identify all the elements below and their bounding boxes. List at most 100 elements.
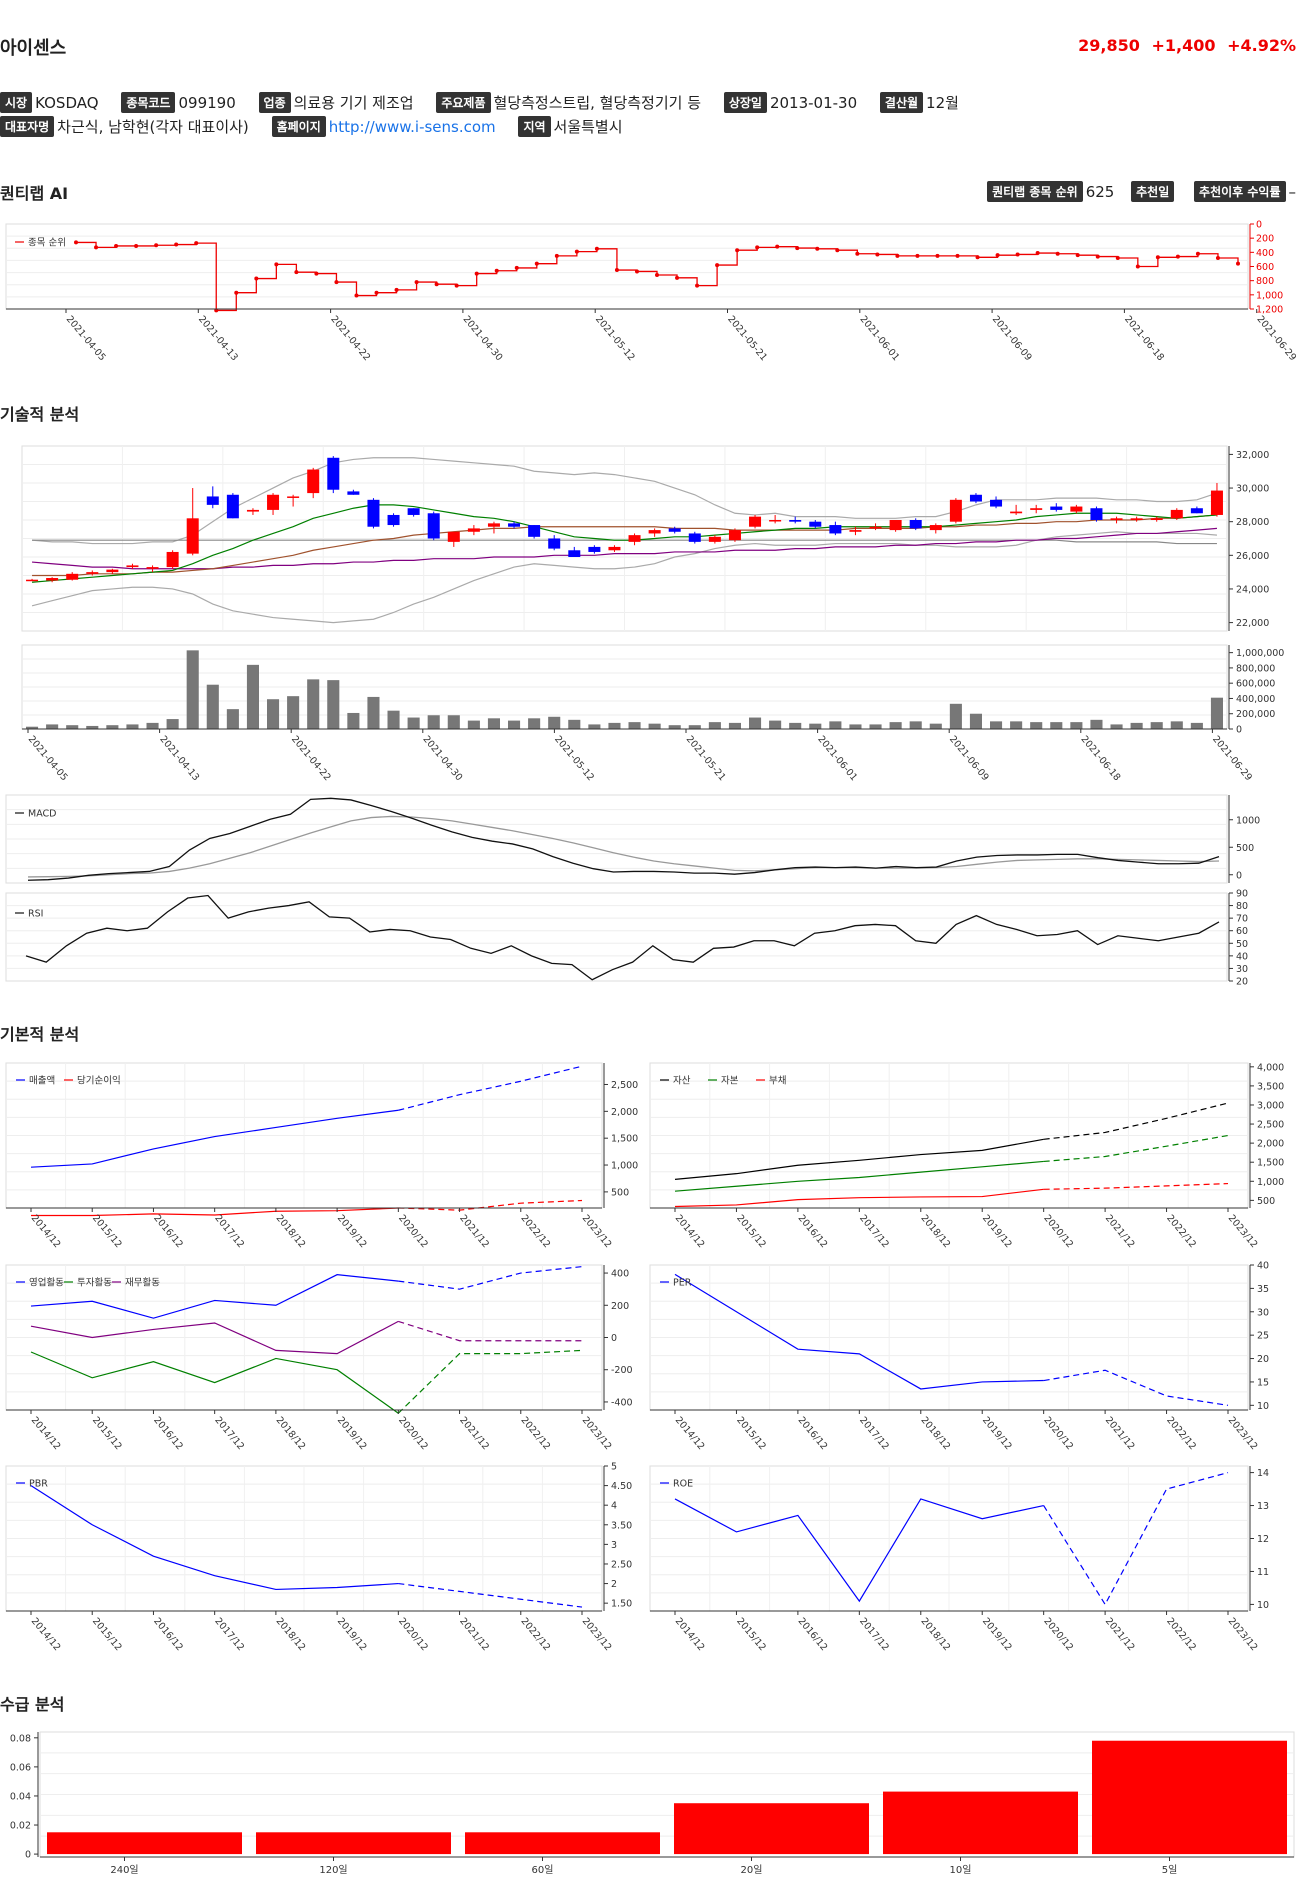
pbr-ytick-label: 2 xyxy=(611,1579,617,1590)
assets-ytick-label: 500 xyxy=(1257,1196,1275,1207)
roe-series-forecast xyxy=(1043,1472,1229,1606)
pbr-series-forecast xyxy=(398,1582,583,1608)
section-supply-title: 수급 분석 xyxy=(0,1695,65,1714)
roe-frame xyxy=(649,1465,1249,1612)
cashflow-legend-label: 재무활동 xyxy=(125,1277,160,1289)
roe-series-line xyxy=(674,1498,1044,1603)
price-candle xyxy=(608,546,621,551)
rank-legend-label: 종목 순위 xyxy=(28,237,66,249)
sales-legend-label: 당기순이익 xyxy=(77,1075,121,1087)
assets-xtick-label: 2023/12 xyxy=(1226,1213,1260,1250)
per-xtick-label: 2015/12 xyxy=(734,1415,768,1452)
volume-xtick-label: 2021-04-22 xyxy=(289,734,333,783)
assets-series-line xyxy=(674,1188,1044,1208)
per-ytick-label: 20 xyxy=(1257,1354,1269,1365)
rank-point xyxy=(354,293,359,298)
supply-ytick-label: 0.06 xyxy=(10,1762,31,1773)
pbr-ytick-label: 2.50 xyxy=(611,1559,632,1570)
homepage-link[interactable]: http://www.i-sens.com xyxy=(328,118,496,136)
sales-xtick-label: 2022/12 xyxy=(518,1213,552,1250)
rank-ytick-label: 1,200 xyxy=(1256,305,1283,316)
rank-value: 625 xyxy=(1085,183,1115,201)
assets-ytick-label: 1,000 xyxy=(1257,1177,1284,1188)
rank-point xyxy=(715,263,720,268)
per-xtick-label: 2019/12 xyxy=(980,1415,1014,1452)
price-candle xyxy=(307,469,320,494)
rank-point xyxy=(1195,251,1200,256)
volume-bar xyxy=(769,720,782,729)
cashflow-ytick-label: -400 xyxy=(611,1397,633,1408)
volume-bar xyxy=(447,715,460,729)
supply-bar xyxy=(674,1803,869,1855)
supply-xtick-label: 5일 xyxy=(1162,1864,1178,1876)
cashflow-legend-label: 투자활동 xyxy=(77,1277,112,1289)
volume-bar xyxy=(1210,697,1223,729)
volume-bar xyxy=(347,712,360,729)
roe-xtick-label: 2014/12 xyxy=(673,1616,707,1653)
sales-ytick-label: 2,500 xyxy=(611,1080,638,1091)
price-frame xyxy=(21,445,1228,632)
volume-xtick-label: 2021-04-05 xyxy=(26,734,70,783)
supply-ytick-label: 0.08 xyxy=(10,1733,31,1744)
rsi-ytick-label: 80 xyxy=(1236,901,1248,912)
supply-bar xyxy=(47,1832,242,1855)
volume-xtick-label: 2021-04-30 xyxy=(421,734,465,783)
volume-ytick-label: 600,000 xyxy=(1236,679,1275,690)
rank-point xyxy=(1095,254,1100,259)
pbr-xtick-label: 2019/12 xyxy=(335,1616,369,1653)
per-series-line xyxy=(674,1273,1044,1390)
volume-bar xyxy=(1110,724,1123,729)
volume-bar xyxy=(407,717,420,729)
cashflow-xtick-label: 2023/12 xyxy=(580,1415,614,1452)
roe-xtick-label: 2023/12 xyxy=(1226,1616,1260,1653)
rank-point xyxy=(695,283,700,288)
rank-point xyxy=(474,271,479,276)
price-candle xyxy=(1010,511,1023,514)
rank-point xyxy=(1155,255,1160,260)
price-candle xyxy=(46,578,59,581)
return-value: – xyxy=(1288,183,1296,201)
price-candle xyxy=(508,523,521,527)
assets-ytick-label: 1,500 xyxy=(1257,1158,1284,1169)
roe-xtick-label: 2015/12 xyxy=(734,1616,768,1653)
per-ytick-label: 15 xyxy=(1257,1377,1269,1388)
volume-bar xyxy=(708,722,721,729)
rank-xtick-label: 2021-06-01 xyxy=(858,314,902,363)
sales-xtick-label: 2018/12 xyxy=(274,1213,308,1250)
homepage-tag: 홈페이지 xyxy=(271,116,326,137)
rank-point xyxy=(935,253,940,258)
volume-bar xyxy=(889,722,902,729)
sales-series-forecast xyxy=(398,1199,583,1211)
assets-ytick-label: 2,500 xyxy=(1257,1120,1284,1131)
volume-bar xyxy=(327,680,340,729)
price-ma120 xyxy=(31,527,1218,570)
pbr-xtick-label: 2015/12 xyxy=(90,1616,124,1653)
stock-name: 아이센스 xyxy=(0,38,67,59)
cashflow-series-forecast xyxy=(397,1349,583,1414)
assets-xtick-label: 2017/12 xyxy=(857,1213,891,1250)
assets-ytick-label: 2,000 xyxy=(1257,1139,1284,1150)
volume-bar xyxy=(46,724,59,729)
price-candle xyxy=(749,516,762,527)
supply-bar xyxy=(256,1832,451,1855)
info-row-2: 대표자명 차근식, 남학현(각자 대표이사) 홈페이지 http://www.i-s… xyxy=(0,116,641,137)
price-ytick-label: 24,000 xyxy=(1236,584,1269,595)
price-candle xyxy=(86,572,99,574)
roe-xtick-label: 2018/12 xyxy=(918,1616,952,1653)
price-candle xyxy=(1030,508,1043,510)
section-tech-title: 기술적 분석 xyxy=(0,405,80,424)
rank-point xyxy=(675,275,680,280)
rank-xtick-label: 2021-06-18 xyxy=(1122,314,1166,363)
rank-point xyxy=(294,270,299,275)
volume-bar xyxy=(106,725,119,729)
per-legend-label: PER xyxy=(673,1278,692,1289)
price-candle xyxy=(1170,509,1183,519)
roe-ytick-label: 13 xyxy=(1257,1501,1269,1512)
volume-bar xyxy=(1090,719,1103,729)
return-tag: 추천이후 수익률 xyxy=(1194,181,1286,202)
volume-bar xyxy=(809,723,822,729)
price-candle xyxy=(1050,506,1063,510)
cashflow-series-forecast xyxy=(398,1266,583,1290)
rank-point xyxy=(234,290,239,295)
rank-point xyxy=(1135,264,1140,269)
